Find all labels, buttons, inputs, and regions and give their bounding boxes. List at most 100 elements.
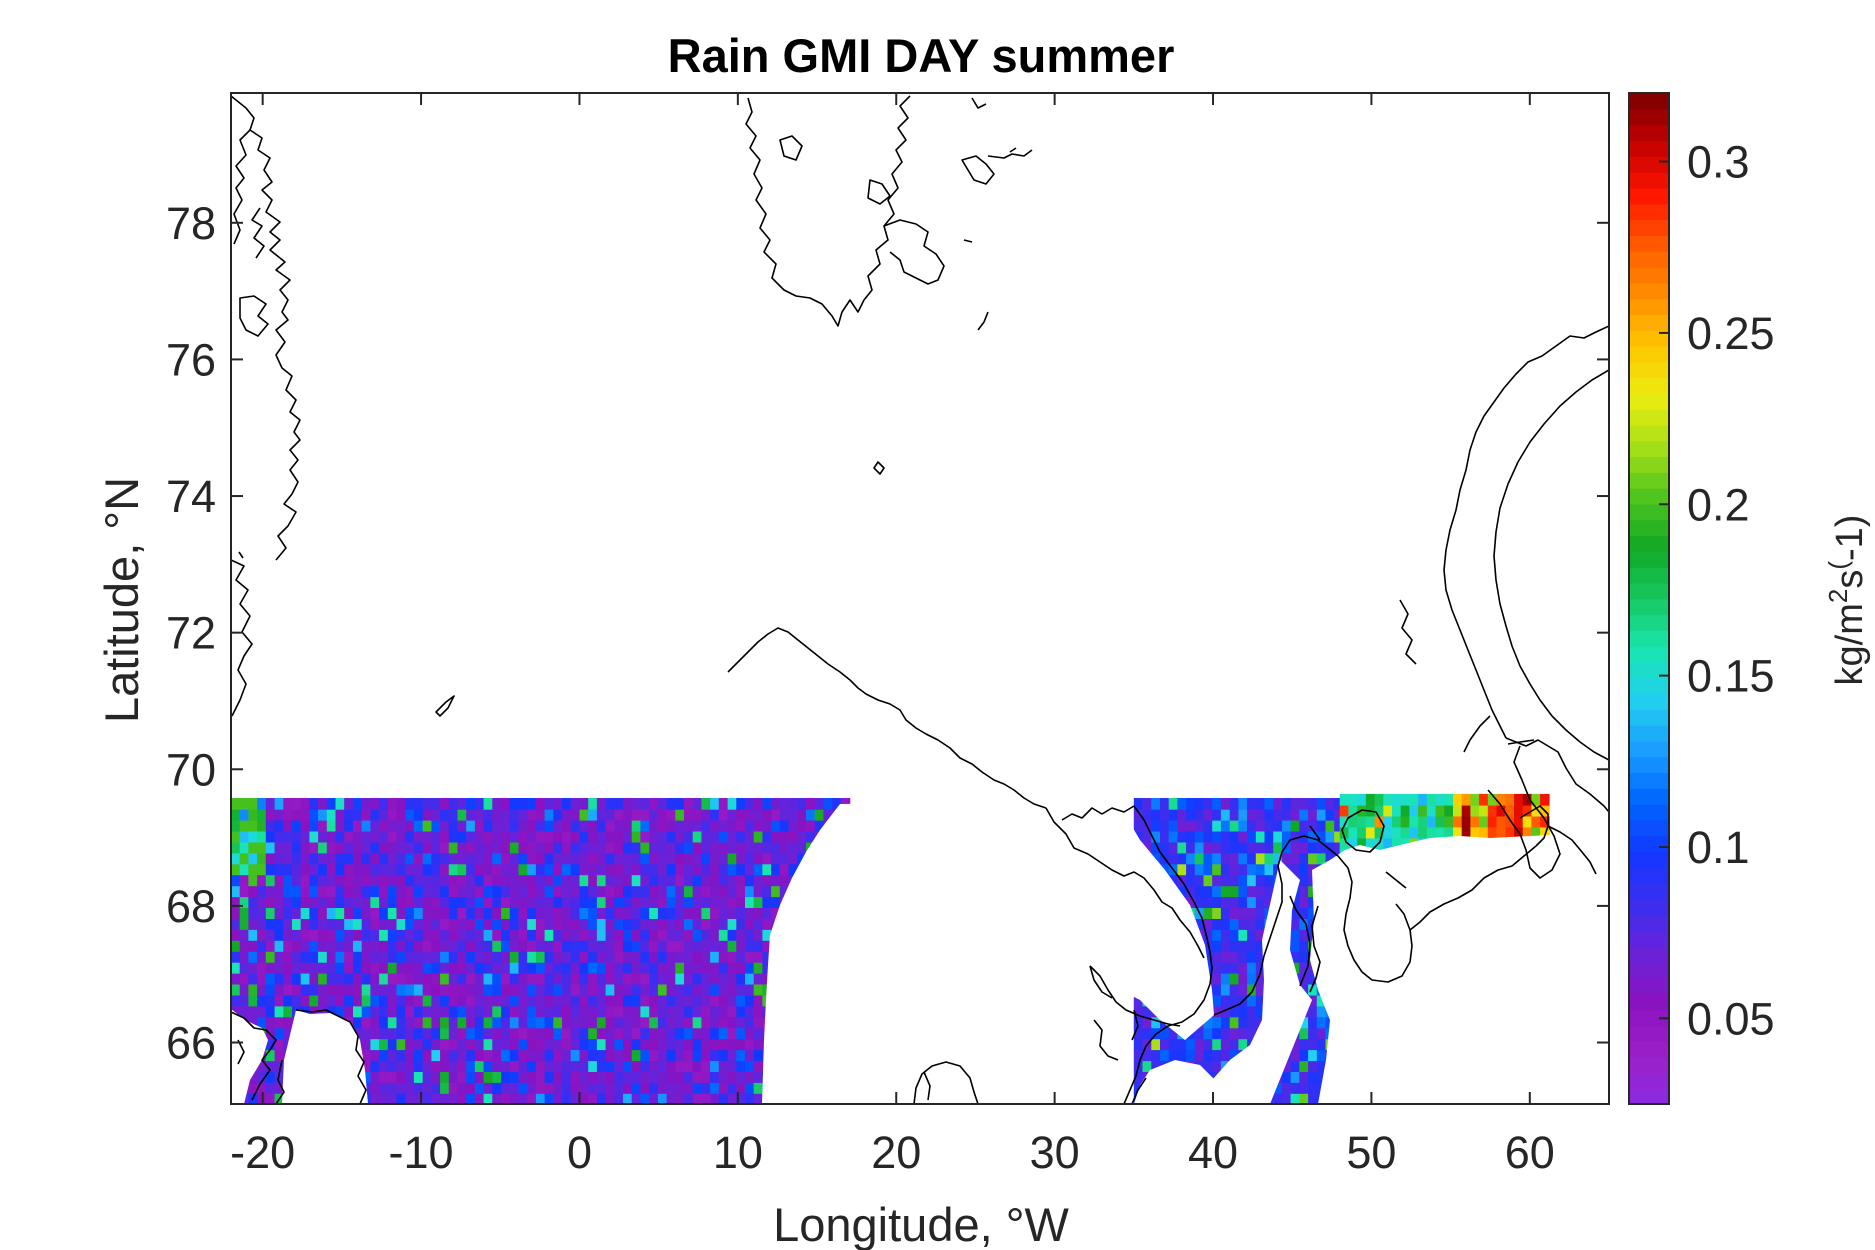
heat-cell <box>727 896 738 908</box>
heat-cell <box>544 1071 555 1083</box>
heat-cell <box>361 961 372 974</box>
heat-cell <box>1299 1016 1309 1029</box>
heat-cell <box>614 951 624 963</box>
heat-cell <box>623 852 633 865</box>
heat-cell <box>1290 1071 1301 1083</box>
heat-cell <box>422 798 433 810</box>
heat-cell <box>1194 1027 1205 1040</box>
heat-cell <box>570 798 581 810</box>
heat-cell <box>797 841 807 854</box>
heat-cell <box>614 841 624 854</box>
heat-cell <box>309 841 319 854</box>
colorbar-segment <box>1629 487 1669 505</box>
heat-cell <box>535 1093 546 1104</box>
heat-cell <box>745 983 755 996</box>
heat-cell <box>727 1082 738 1094</box>
heat-cell <box>1348 837 1358 850</box>
heat-cell <box>396 830 406 843</box>
heat-cell <box>753 1093 764 1104</box>
x-tick-label: 10 <box>713 1127 763 1178</box>
heat-cell <box>710 1093 720 1104</box>
heat-cell <box>1334 808 1344 821</box>
colorbar-segment <box>1629 740 1669 758</box>
heat-cell <box>265 885 276 898</box>
heat-cell <box>727 874 738 887</box>
heat-cell <box>1160 1038 1170 1051</box>
heat-cell <box>753 940 764 952</box>
heat-cell <box>544 907 555 919</box>
heat-cell <box>1264 798 1274 810</box>
heat-cell <box>753 1049 764 1062</box>
heat-cell <box>1273 819 1283 832</box>
heat-cell <box>353 918 363 930</box>
heat-cell <box>509 885 520 898</box>
heat-cell <box>710 1027 720 1040</box>
heat-cell <box>1325 798 1335 810</box>
heat-cell <box>413 1027 424 1040</box>
heat-cell <box>248 983 258 996</box>
heat-cell <box>1308 885 1318 898</box>
heat-cell <box>614 1093 624 1104</box>
heat-cell <box>666 1027 677 1040</box>
heat-cell <box>300 830 311 843</box>
heat-cell <box>631 929 642 941</box>
heat-cell <box>353 841 363 854</box>
colorbar-segment <box>1629 408 1669 426</box>
heat-cell <box>1281 798 1292 810</box>
heat-cell <box>413 798 424 810</box>
heat-cell <box>422 830 433 843</box>
heat-cell <box>283 994 293 1007</box>
heat-cell <box>448 951 459 963</box>
heat-cell <box>396 863 406 876</box>
heat-cell <box>265 1082 276 1094</box>
heat-cell <box>675 885 685 898</box>
heat-cell <box>448 819 459 832</box>
heat-cell <box>1444 826 1454 839</box>
heat-cell <box>1470 815 1480 828</box>
heat-cell <box>1348 804 1358 817</box>
heat-cell <box>631 1082 642 1094</box>
heat-cell <box>588 918 598 930</box>
heat-cell <box>257 983 267 996</box>
heat-cell <box>1142 830 1152 843</box>
heat-cell <box>300 918 311 930</box>
heat-cell <box>596 907 607 919</box>
heat-cell <box>692 1005 703 1018</box>
heat-cell <box>396 1082 406 1094</box>
heat-cell <box>283 852 293 865</box>
heat-cell <box>379 951 389 963</box>
heat-cell <box>1194 808 1205 821</box>
heat-cell <box>579 918 589 930</box>
heat-cell <box>379 1060 389 1072</box>
heat-cell <box>1273 1093 1283 1104</box>
heat-cell <box>231 940 241 952</box>
heat-cell <box>422 863 433 876</box>
heat-cell <box>283 940 293 952</box>
heat-cell <box>448 841 459 854</box>
heat-cell <box>762 940 772 952</box>
heat-cell <box>1212 841 1222 854</box>
heat-cell <box>248 830 258 843</box>
heat-cell <box>544 929 555 941</box>
heat-cell <box>448 1060 459 1072</box>
heat-cell <box>448 798 459 810</box>
heat-cell <box>631 918 642 930</box>
heat-cell <box>466 1027 476 1040</box>
heat-cell <box>1229 1038 1240 1051</box>
heat-cell <box>544 852 555 865</box>
heat-cell <box>396 1027 406 1040</box>
heat-cell <box>631 1049 642 1062</box>
heat-cell <box>553 918 563 930</box>
heat-cell <box>413 1060 424 1072</box>
heat-cell <box>553 885 563 898</box>
heat-cell <box>501 1060 511 1072</box>
heat-cell <box>1264 852 1274 865</box>
heat-cell <box>1220 798 1231 810</box>
heat-cell <box>544 972 555 985</box>
heat-cell <box>596 1016 607 1029</box>
heat-cell <box>579 852 589 865</box>
heat-cell <box>1316 1027 1327 1040</box>
heat-cell <box>1409 826 1419 839</box>
heat-cell <box>413 852 424 865</box>
heat-cell <box>387 1038 398 1051</box>
